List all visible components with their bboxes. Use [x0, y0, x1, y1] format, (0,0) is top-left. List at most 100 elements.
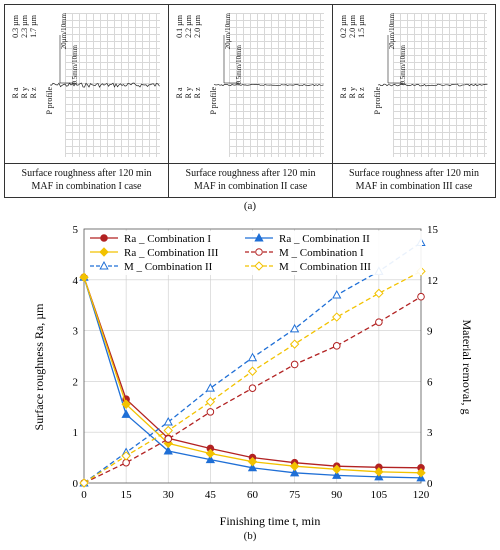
x-tick-label: 75 — [289, 489, 301, 501]
value-ry: 2.3 µm — [20, 15, 29, 38]
value-rz: 1.5 µm — [357, 15, 366, 38]
profile-caption: Surface roughness after 120 min MAF in c… — [169, 167, 332, 193]
profile-trace — [49, 35, 160, 88]
profile-values: 0.1 µm 2.2 µm 2.0 µm — [175, 15, 202, 38]
legend-marker — [99, 247, 109, 257]
series-6-point — [289, 339, 300, 349]
y-right-tick-label: 0 — [427, 478, 433, 490]
vertical-scale: 20µm/10mm — [224, 13, 232, 50]
series-5-point — [247, 352, 258, 362]
profile-chart: 0.1 µm 2.2 µm 2.0 µm R a R y R z P profi… — [169, 5, 332, 164]
value-rz: 1.7 µm — [29, 15, 38, 38]
label-ry: R y — [20, 87, 29, 99]
horizontal-scale: 0.5mm/10mm — [399, 45, 407, 85]
series-3-point — [121, 399, 131, 409]
profile-labels: R a R y R z — [339, 87, 366, 98]
vertical-scale: 20µm/10mm — [388, 13, 396, 50]
legend-marker — [254, 232, 264, 242]
series-4-point — [164, 435, 173, 443]
legend-marker — [254, 261, 264, 271]
series-2-point — [121, 409, 131, 418]
series-2-point — [289, 467, 300, 477]
series-4-point — [332, 342, 341, 350]
subfigure-label-b: (b) — [243, 530, 257, 542]
series-6-point — [247, 366, 258, 376]
series-4-point — [375, 318, 383, 326]
caption-line-1: Surface roughness after 120 min — [21, 168, 152, 179]
y-right-tick-label: 9 — [427, 326, 433, 338]
series-6-point — [79, 478, 89, 488]
x-tick-label: 105 — [371, 489, 388, 501]
x-tick-label: 0 — [81, 489, 87, 501]
x-tick-label: 45 — [205, 489, 217, 501]
legend-entry: M _ Combination I — [279, 247, 364, 259]
profile-values: 0.2 µm 2.0 µm 1.5 µm — [339, 15, 366, 38]
caption-line-2: MAF in combination II case — [193, 181, 308, 192]
horizontal-scale: 0.5mm/10mm — [235, 45, 243, 85]
series-2-point — [247, 462, 258, 472]
y-left-tick-label: 4 — [73, 275, 79, 287]
value-ra: 0.3 µm — [11, 15, 20, 38]
label-ra: R a — [11, 87, 20, 99]
series-6-point — [121, 451, 131, 461]
profile-panel-2: 0.1 µm 2.2 µm 2.0 µm R a R y R z P profi… — [168, 5, 332, 197]
horizontal-scale: 0.5mm/10mm — [71, 45, 79, 85]
legend-entry: Ra _ Combination II — [279, 233, 370, 245]
subfigure-label-a: (a) — [243, 200, 257, 212]
x-axis-label: Finishing time t, min — [220, 514, 321, 528]
value-ra: 0.1 µm — [175, 15, 184, 38]
series-6-point — [205, 397, 216, 407]
profile-labels: R a R y R z — [175, 87, 202, 98]
legend-entry: M _ Combination III — [279, 261, 371, 273]
label-rz: R z — [357, 87, 366, 99]
y-axis-right-label: Material removal, g — [460, 320, 474, 415]
x-tick-label: 60 — [247, 489, 259, 501]
y-right-tick-label: 12 — [427, 275, 438, 287]
plot-frame — [83, 228, 422, 484]
x-tick-label: 120 — [413, 489, 430, 501]
profile-title: P profile — [45, 87, 54, 115]
series-6-point — [332, 312, 342, 322]
y-left-tick-label: 2 — [73, 376, 79, 388]
legend-marker — [99, 260, 109, 270]
series-2-point — [332, 470, 342, 479]
profile-caption: Surface roughness after 120 min MAF in c… — [5, 167, 168, 193]
series-6-point — [163, 425, 173, 436]
x-tick-label: 30 — [163, 489, 175, 501]
profile-trace — [377, 35, 488, 87]
profile-title: P profile — [373, 87, 382, 115]
x-tick-label: 90 — [331, 489, 343, 501]
label-ry: R y — [184, 87, 193, 99]
label-rz: R z — [193, 87, 202, 99]
profile-panel-3: 0.2 µm 2.0 µm 1.5 µm R a R y R z P profi… — [332, 5, 495, 197]
series-6-point — [374, 288, 384, 299]
y-left-tick-label: 3 — [73, 326, 79, 338]
profile-title: P profile — [209, 87, 218, 115]
series-5-point — [205, 383, 216, 392]
y-left-tick-label: 1 — [73, 427, 79, 439]
caption-line-2: MAF in combination III case — [355, 181, 473, 192]
caption-line-1: Surface roughness after 120 min — [349, 168, 479, 179]
caption-line-2: MAF in combination I case — [31, 181, 142, 192]
profile-trace — [213, 35, 324, 86]
legend-entry: M _ Combination II — [124, 261, 213, 273]
y-right-tick-label: 3 — [427, 427, 433, 439]
series-3-point — [289, 461, 300, 471]
series-2-point — [205, 454, 216, 464]
series-5-point — [289, 323, 300, 333]
series-2-point — [163, 445, 173, 455]
label-ra: R a — [175, 87, 184, 99]
x-tick-label: 15 — [121, 489, 133, 501]
profile-values: 0.3 µm 2.3 µm 1.7 µm — [11, 15, 38, 38]
value-ry: 2.2 µm — [184, 15, 193, 38]
caption-line-1: Surface roughness after 120 min — [185, 168, 316, 179]
y-left-tick-label: 0 — [73, 478, 79, 490]
series-3-point — [374, 467, 384, 477]
value-rz: 2.0 µm — [193, 15, 202, 38]
y-right-tick-label: 15 — [427, 224, 439, 236]
legend-marker — [255, 248, 263, 256]
series-4-point — [417, 292, 425, 301]
y-left-tick-label: 5 — [73, 224, 79, 236]
profile-panel-1: 0.3 µm 2.3 µm 1.7 µm R a R y R z P profi… — [5, 5, 168, 197]
